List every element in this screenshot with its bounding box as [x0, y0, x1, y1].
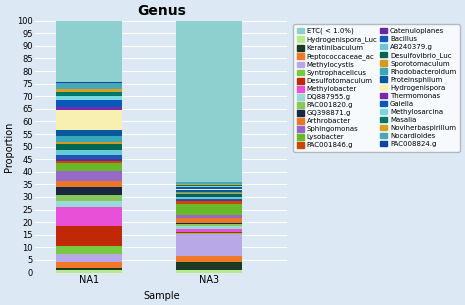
Bar [177, 186, 242, 187]
Bar [56, 187, 122, 195]
Bar [177, 200, 242, 201]
Bar [56, 144, 122, 150]
Bar [56, 106, 122, 110]
Bar [56, 246, 122, 254]
Bar [56, 155, 122, 159]
Bar [56, 136, 122, 142]
Bar [177, 189, 242, 190]
Bar [177, 226, 242, 229]
Bar [177, 194, 242, 197]
Bar [177, 217, 242, 223]
Bar [56, 262, 122, 268]
Bar [56, 254, 122, 262]
Bar [177, 204, 242, 215]
Bar [56, 226, 122, 246]
Bar [56, 271, 122, 272]
Bar [177, 231, 242, 233]
Bar [177, 188, 242, 189]
Bar [56, 207, 122, 226]
Bar [177, 197, 242, 199]
Bar [56, 82, 122, 83]
Bar [56, 110, 122, 130]
Bar [56, 171, 122, 181]
Bar [177, 187, 242, 188]
Bar [56, 83, 122, 89]
Bar [56, 96, 122, 100]
Bar [177, 185, 242, 186]
Bar [177, 270, 242, 272]
Bar [177, 215, 242, 217]
Bar [177, 181, 242, 182]
Bar [177, 262, 242, 270]
Bar [56, 181, 122, 187]
Bar [56, 142, 122, 144]
Bar [56, 268, 122, 271]
Bar [177, 193, 242, 194]
Bar [56, 163, 122, 171]
Bar [56, 161, 122, 163]
Y-axis label: Proportion: Proportion [4, 121, 14, 172]
Bar [56, 159, 122, 161]
Bar [177, 233, 242, 235]
Bar [177, 199, 242, 200]
Title: Genus: Genus [137, 4, 186, 18]
Bar [177, 182, 242, 184]
Bar [56, 21, 122, 82]
Bar [177, 224, 242, 226]
Bar [56, 130, 122, 136]
Legend: ETC( < 1.0%), Hydrogenispora_Luc, Keratinibaculum, Peptococcaceae_ac, Methylocys: ETC( < 1.0%), Hydrogenispora_Luc, Kerati… [293, 24, 460, 152]
Bar [177, 229, 242, 231]
Bar [56, 92, 122, 96]
Bar [56, 89, 122, 92]
Bar [177, 201, 242, 204]
Bar [56, 150, 122, 155]
Bar [177, 257, 242, 262]
Bar [56, 100, 122, 106]
Bar [177, 21, 242, 181]
Bar [177, 235, 242, 257]
Bar [177, 190, 242, 192]
Bar [56, 195, 122, 201]
Bar [177, 192, 242, 193]
X-axis label: Sample: Sample [143, 291, 180, 301]
Bar [177, 223, 242, 224]
Bar [56, 201, 122, 207]
Bar [177, 184, 242, 185]
